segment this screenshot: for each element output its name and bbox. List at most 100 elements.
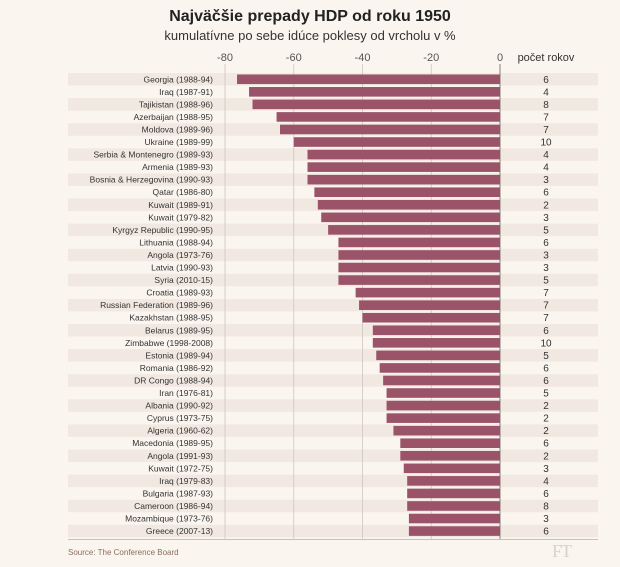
years-value: 4 (543, 87, 549, 98)
category-label: Cameroon (1986-94) (134, 501, 213, 511)
category-label: Bulgaria (1987-93) (143, 488, 214, 498)
bar (372, 325, 500, 336)
category-label: Serbia & Montenegro (1989-93) (93, 150, 213, 160)
category-label: Tajikistan (1988-96) (139, 99, 213, 109)
category-label: Bosnia & Herzegovina (1990-93) (90, 175, 213, 185)
years-value: 6 (543, 326, 549, 337)
years-value: 6 (543, 527, 549, 538)
category-label: Lithuania (1988-94) (139, 237, 213, 247)
x-tick-label: -20 (423, 52, 439, 64)
category-label: Mozambique (1973-76) (125, 514, 213, 524)
years-value: 3 (543, 263, 549, 274)
years-value: 6 (543, 489, 549, 500)
bar (321, 212, 500, 223)
years-value: 2 (543, 401, 549, 412)
years-column-header: počet rokov (518, 52, 575, 64)
category-label: Macedonia (1989-95) (132, 438, 213, 448)
years-value: 4 (543, 163, 549, 174)
category-label: Kyrgyz Republic (1990-95) (112, 225, 213, 235)
category-label: Greece (2007-13) (146, 526, 213, 536)
row-stripe (68, 474, 598, 488)
bar (338, 250, 500, 260)
years-value: 5 (543, 276, 549, 287)
category-label: Ukraine (1989-99) (144, 137, 213, 147)
bar (400, 438, 500, 449)
bar (355, 287, 500, 298)
bar (252, 99, 500, 110)
bar (408, 526, 500, 536)
years-value: 3 (543, 464, 549, 475)
bar (249, 87, 500, 97)
x-tick-label: -80 (217, 52, 233, 64)
years-value: 3 (543, 250, 549, 261)
source-note: Source: The Conference Board (68, 548, 179, 557)
bar (307, 174, 500, 185)
years-value: 2 (543, 414, 549, 425)
years-value: 7 (543, 313, 549, 324)
category-label: Iraq (1987-91) (159, 87, 213, 97)
category-label: Angola (1991-93) (147, 451, 213, 461)
years-value: 6 (543, 75, 549, 86)
category-label: Albania (1990-92) (145, 401, 213, 411)
years-value: 5 (543, 389, 549, 400)
bar (386, 388, 500, 398)
bar (403, 463, 500, 474)
years-value: 5 (543, 225, 549, 236)
bar (314, 187, 500, 198)
category-label: Croatia (1989-93) (146, 288, 213, 298)
years-value: 2 (543, 200, 549, 211)
years-value: 4 (543, 150, 549, 161)
category-label: Cyprus (1973-75) (147, 413, 213, 423)
bar (317, 199, 500, 210)
years-value: 10 (540, 138, 552, 149)
bar (280, 124, 500, 135)
category-label: Georgia (1988-94) (144, 74, 214, 84)
chart-title: Najväčšie prepady HDP od roku 1950 (169, 8, 451, 25)
years-value: 2 (543, 451, 549, 462)
bar (407, 501, 500, 511)
years-value: 6 (543, 188, 549, 199)
bar (372, 338, 500, 348)
category-label: DR Congo (1988-94) (134, 375, 213, 385)
bar (237, 74, 500, 85)
row-stripe (68, 273, 598, 287)
category-label: Russian Federation (1989-96) (100, 300, 213, 310)
ft-logo: FT (552, 541, 572, 561)
category-label: Kuwait (1972-75) (148, 463, 213, 473)
bar (307, 162, 500, 172)
bar (407, 476, 500, 486)
category-label: Romania (1986-92) (140, 363, 213, 373)
bar (362, 312, 500, 323)
category-label: Syria (2010-15) (154, 275, 213, 285)
years-value: 5 (543, 351, 549, 362)
bar (359, 300, 500, 310)
bar (376, 350, 500, 361)
bar (408, 513, 500, 524)
years-value: 7 (543, 125, 549, 136)
bar (407, 488, 500, 499)
category-label: Belarus (1989-95) (145, 325, 213, 335)
years-value: 3 (543, 213, 549, 224)
category-label: Estonia (1989-94) (145, 350, 213, 360)
bar (293, 137, 500, 147)
category-label: Zimbabwe (1998-2008) (125, 338, 213, 348)
years-value: 7 (543, 301, 549, 312)
years-value: 6 (543, 376, 549, 387)
category-label: Kazakhstan (1988-95) (129, 313, 213, 323)
category-label: Moldova (1989-96) (142, 124, 214, 134)
years-value: 4 (543, 476, 549, 487)
bar (393, 425, 500, 436)
category-label: Qatar (1986-80) (153, 187, 214, 197)
years-value: 7 (543, 112, 549, 123)
years-value: 3 (543, 514, 549, 525)
years-value: 10 (540, 338, 552, 349)
category-label: Latvia (1990-93) (151, 263, 213, 273)
bar (386, 400, 500, 411)
x-tick-label: -40 (355, 52, 371, 64)
years-value: 6 (543, 439, 549, 450)
years-value: 2 (543, 426, 549, 437)
x-tick-label: -60 (286, 52, 302, 64)
years-value: 8 (543, 501, 549, 512)
x-tick-label: 0 (497, 52, 503, 64)
